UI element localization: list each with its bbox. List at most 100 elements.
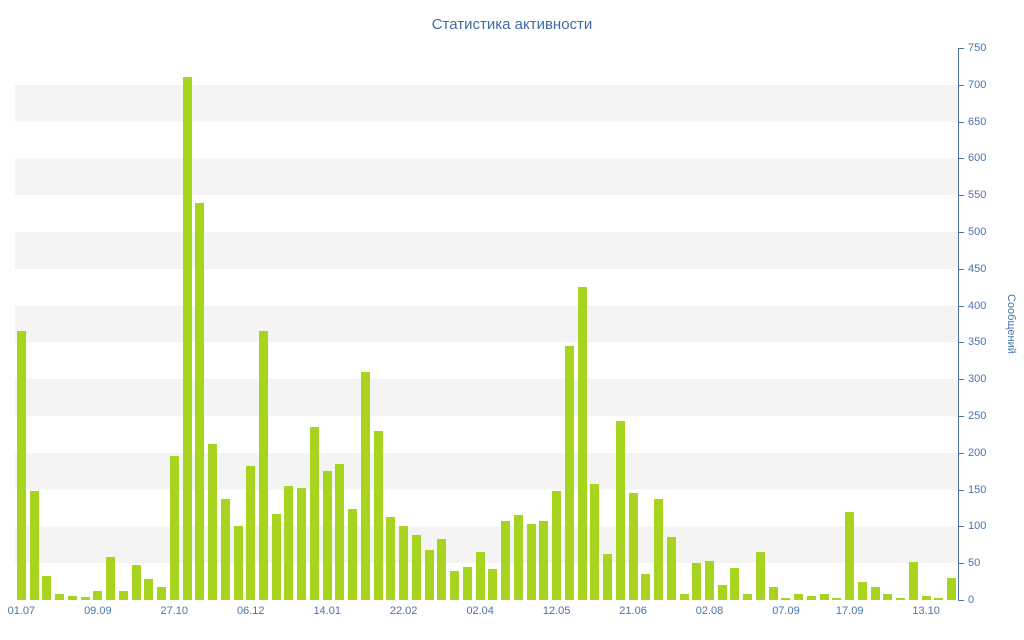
y-axis-tick bbox=[959, 232, 964, 233]
bar[interactable] bbox=[42, 576, 52, 600]
bar[interactable] bbox=[271, 513, 281, 600]
y-axis-tick-label: 100 bbox=[968, 520, 987, 533]
bar[interactable] bbox=[806, 596, 816, 600]
bar[interactable] bbox=[705, 561, 714, 600]
bar[interactable] bbox=[794, 594, 804, 600]
bar[interactable] bbox=[335, 463, 345, 600]
bar[interactable] bbox=[743, 594, 753, 600]
bar[interactable] bbox=[182, 77, 192, 600]
bar[interactable] bbox=[666, 537, 676, 600]
bar[interactable] bbox=[258, 331, 268, 600]
bar[interactable] bbox=[93, 591, 103, 600]
bar[interactable] bbox=[462, 566, 472, 600]
x-axis-label: 27.10 bbox=[160, 605, 189, 617]
bar[interactable] bbox=[360, 371, 370, 600]
x-axis-label: 17.09 bbox=[835, 605, 864, 617]
bar[interactable] bbox=[679, 594, 689, 600]
y-axis-tick bbox=[959, 195, 964, 197]
bar[interactable] bbox=[322, 471, 332, 600]
bar[interactable] bbox=[755, 552, 765, 600]
bar[interactable] bbox=[717, 585, 727, 600]
bar[interactable] bbox=[908, 561, 918, 600]
bar[interactable] bbox=[233, 526, 243, 600]
bar[interactable] bbox=[513, 515, 523, 600]
y-axis-tick-label: 300 bbox=[968, 373, 987, 386]
bar[interactable] bbox=[309, 427, 319, 600]
bar[interactable] bbox=[539, 520, 549, 600]
bar[interactable] bbox=[934, 597, 944, 600]
bar[interactable] bbox=[55, 594, 65, 600]
bar[interactable] bbox=[106, 557, 116, 600]
x-axis-label: 01.07 bbox=[7, 605, 36, 617]
bar[interactable] bbox=[208, 443, 218, 600]
bar[interactable] bbox=[118, 591, 128, 600]
bar[interactable] bbox=[399, 526, 409, 600]
bar[interactable] bbox=[768, 586, 778, 600]
bar[interactable] bbox=[883, 594, 893, 600]
bar[interactable] bbox=[157, 586, 167, 600]
bar[interactable] bbox=[373, 430, 383, 600]
bar[interactable] bbox=[169, 456, 179, 600]
bar[interactable] bbox=[819, 594, 829, 600]
y-axis-tick-label: 200 bbox=[968, 446, 987, 459]
bar[interactable] bbox=[921, 596, 931, 600]
bar[interactable] bbox=[947, 577, 957, 600]
bar[interactable] bbox=[641, 574, 651, 600]
bar[interactable] bbox=[730, 568, 740, 600]
bar[interactable] bbox=[144, 579, 154, 600]
bar[interactable] bbox=[284, 485, 294, 600]
bar[interactable] bbox=[857, 581, 867, 600]
y-axis-tick bbox=[959, 48, 964, 49]
y-axis-tick bbox=[959, 489, 964, 491]
bar[interactable] bbox=[220, 499, 230, 600]
bar[interactable] bbox=[870, 586, 880, 600]
bar[interactable] bbox=[845, 511, 855, 600]
y-axis-title: Сообщений bbox=[1005, 294, 1017, 354]
x-axis-label: 22.02 bbox=[389, 605, 418, 617]
y-axis-line bbox=[958, 48, 959, 601]
y-axis-tick bbox=[959, 379, 964, 381]
bar[interactable] bbox=[590, 484, 600, 600]
bar[interactable] bbox=[488, 569, 498, 600]
y-axis-tick bbox=[959, 84, 964, 86]
y-axis-tick bbox=[959, 268, 964, 270]
y-axis-tick bbox=[959, 158, 964, 160]
bar[interactable] bbox=[781, 597, 791, 600]
bar[interactable] bbox=[348, 509, 358, 600]
y-axis-tick bbox=[959, 121, 964, 123]
bar[interactable] bbox=[80, 597, 90, 600]
bar[interactable] bbox=[615, 421, 625, 600]
bar[interactable] bbox=[603, 554, 613, 600]
bar[interactable] bbox=[475, 552, 485, 600]
bar[interactable] bbox=[896, 597, 906, 600]
bar[interactable] bbox=[526, 524, 536, 600]
x-axis-label: 13.10 bbox=[912, 605, 940, 617]
bar[interactable] bbox=[628, 492, 638, 600]
y-axis-tick bbox=[959, 342, 964, 344]
bar[interactable] bbox=[450, 570, 460, 600]
bar[interactable] bbox=[692, 563, 702, 600]
bar[interactable] bbox=[437, 538, 447, 600]
bar[interactable] bbox=[131, 565, 141, 600]
y-axis-tick-label: 500 bbox=[968, 226, 987, 238]
bar[interactable] bbox=[297, 488, 307, 600]
bar[interactable] bbox=[424, 549, 434, 600]
x-axis-label: 02.08 bbox=[695, 605, 724, 617]
bar[interactable] bbox=[564, 346, 574, 600]
bar[interactable] bbox=[832, 597, 842, 600]
bar[interactable] bbox=[386, 516, 396, 600]
bar[interactable] bbox=[67, 596, 77, 600]
bar[interactable] bbox=[654, 499, 664, 600]
bar[interactable] bbox=[246, 466, 256, 600]
bar[interactable] bbox=[16, 331, 26, 600]
bar[interactable] bbox=[411, 535, 421, 600]
bar[interactable] bbox=[552, 491, 562, 600]
x-axis-label: 09.09 bbox=[84, 605, 112, 617]
bar[interactable] bbox=[29, 491, 39, 600]
bar[interactable] bbox=[195, 202, 205, 600]
x-axis-label: 12.05 bbox=[542, 605, 571, 617]
bar[interactable] bbox=[577, 287, 587, 600]
y-axis-tick bbox=[959, 416, 964, 417]
bar[interactable] bbox=[501, 520, 511, 600]
y-axis-tick bbox=[959, 526, 964, 528]
